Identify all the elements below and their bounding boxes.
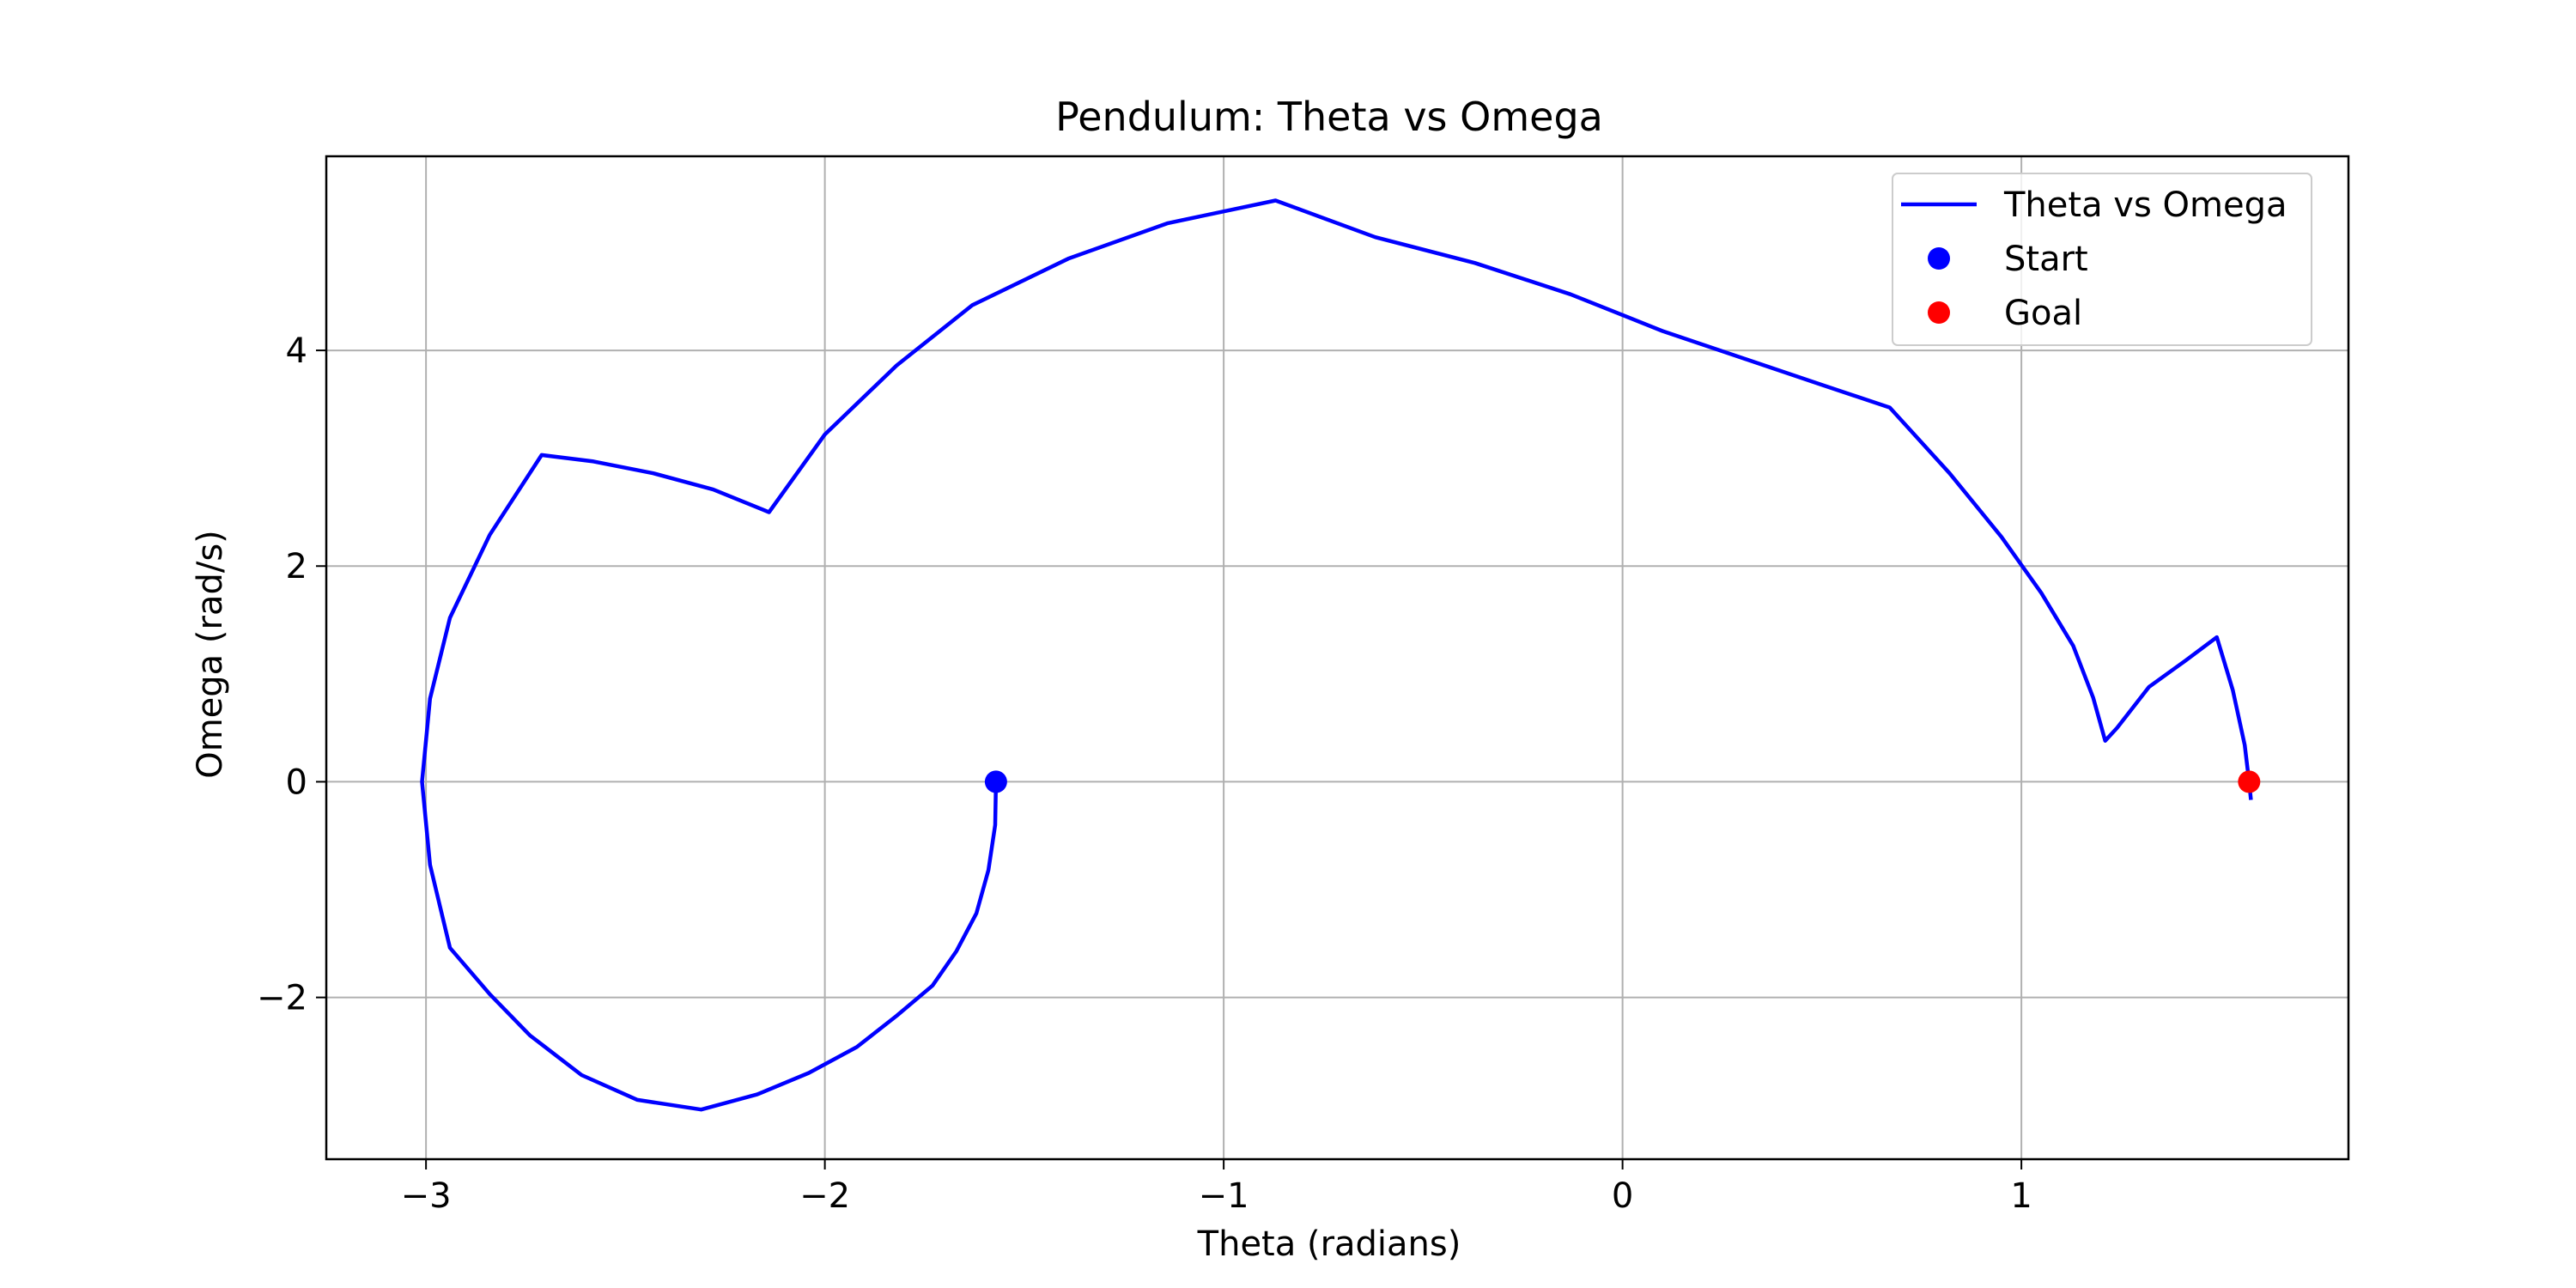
marker-layer bbox=[984, 770, 2261, 793]
legend-swatch-start bbox=[1928, 247, 1950, 270]
y-tick-label: 4 bbox=[286, 331, 307, 371]
series-layer bbox=[420, 198, 2253, 1112]
chart-title: Pendulum: Theta vs Omega bbox=[1055, 94, 1603, 140]
y-tick-label: 0 bbox=[286, 762, 307, 802]
legend-label-goal: Goal bbox=[2004, 294, 2082, 333]
legend-swatch-goal bbox=[1928, 301, 1950, 324]
x-axis-label: Theta (radians) bbox=[1197, 1224, 1461, 1264]
legend-label-theta-vs-omega: Theta vs Omega bbox=[2003, 185, 2287, 225]
legend-label-start: Start bbox=[2004, 240, 2088, 279]
plot-frame bbox=[325, 155, 2350, 1161]
tick-layer: −3 −2 −1 0 1 −2 0 2 4 bbox=[257, 331, 2032, 1216]
x-tick-label: −1 bbox=[1199, 1176, 1249, 1216]
x-tick-label: 0 bbox=[1612, 1176, 1633, 1216]
series-line bbox=[420, 198, 2253, 1112]
y-tick-label: 2 bbox=[286, 547, 307, 586]
legend: Theta vs Omega Start Goal bbox=[1892, 173, 2312, 346]
goal-marker bbox=[2238, 770, 2261, 793]
start-marker bbox=[984, 770, 1007, 793]
x-tick-label: −2 bbox=[799, 1176, 850, 1216]
y-tick-label: −2 bbox=[257, 979, 307, 1018]
x-tick-label: −3 bbox=[401, 1176, 452, 1216]
legend-frame bbox=[1892, 173, 2312, 346]
grid bbox=[326, 156, 2348, 1159]
x-tick-label: 1 bbox=[2010, 1176, 2032, 1216]
y-axis-label: Omega (rad/s) bbox=[191, 530, 230, 779]
